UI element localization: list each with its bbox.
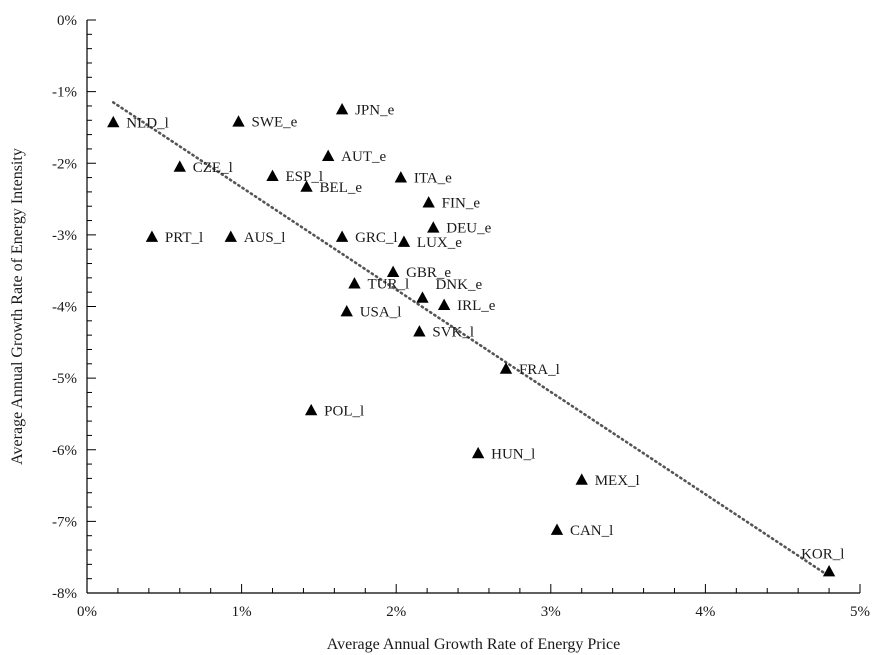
data-point-aut-e <box>322 149 335 161</box>
x-tick-label: 0% <box>77 604 97 620</box>
data-point-usa-l <box>340 305 353 317</box>
x-tick-label: 2% <box>386 604 406 620</box>
axes: 0%-1%-2%-3%-4%-5%-6%-7%-8%0% 1% 2% 3% 4% 5% <box>52 13 870 620</box>
x-tick-label: 4% <box>695 604 715 620</box>
y-axis-title: Average Annual Growth Rate of Energy Int… <box>9 148 26 465</box>
y-tick-label: -6% <box>52 443 77 459</box>
point-label-gbr-e: GBR_e <box>406 265 451 281</box>
data-point-can-l <box>550 523 564 535</box>
point-label-can-l: CAN_l <box>570 523 613 539</box>
data-point-fin-e <box>422 196 435 208</box>
point-label-deu-e: DEU_e <box>446 221 491 237</box>
data-point-nld-l <box>107 115 120 128</box>
point-label-svk-l: SVK_l <box>432 325 474 341</box>
data-point-esp-l <box>266 169 279 182</box>
data-point-lux-e <box>397 235 411 247</box>
x-tick-label: 5% <box>850 604 870 620</box>
point-label-jpn-e: JPN_e <box>355 103 395 119</box>
point-label-pol-l: POL_l <box>324 403 364 419</box>
data-point-aus-l <box>224 230 237 242</box>
point-label-nld-l: NLD_l <box>126 115 169 131</box>
data-point-irl-e <box>437 298 451 310</box>
point-label-irl-e: IRL_e <box>457 298 496 314</box>
point-label-fin-e: FIN_e <box>442 196 481 212</box>
y-tick-label: -8% <box>52 586 77 602</box>
data-point-svk-l <box>413 325 426 337</box>
y-tick-label: -3% <box>52 228 77 244</box>
data-point-deu-e <box>427 221 440 233</box>
data-point-prt-l <box>145 230 159 242</box>
trendline <box>111 101 829 577</box>
data-point-mex-l <box>575 473 588 485</box>
point-label-swe-e: SWE_e <box>252 115 298 131</box>
data-point-tur-l <box>348 277 361 289</box>
point-label-prt-l: PRT_l <box>165 230 203 246</box>
y-tick-label: -7% <box>52 514 77 530</box>
data-points: NLD_l SWE_e JPN_e CZE_l ESP_l AUT_e ITA_e BEL_e… <box>107 103 844 577</box>
point-label-cze-l: CZE_l <box>193 160 233 176</box>
data-point-ita-e <box>394 171 408 183</box>
point-label-grc-l: GRC_l <box>355 230 398 246</box>
point-label-usa-l: USA_l <box>360 305 402 321</box>
point-label-bel-e: BEL_e <box>320 180 363 196</box>
y-tick-label: 0% <box>57 13 77 29</box>
data-point-fra-l <box>499 362 513 374</box>
data-point-grc-l <box>335 230 349 242</box>
data-point-dnk-e <box>416 291 429 303</box>
y-tick-label: -2% <box>52 156 77 172</box>
point-label-dnk-e: DNK_e <box>435 277 482 293</box>
data-point-hun-l <box>471 446 485 459</box>
point-label-esp-l: ESP_l <box>286 169 324 185</box>
trendline-group <box>111 101 829 577</box>
x-tick-label: 3% <box>541 604 561 620</box>
point-label-aus-l: AUS_l <box>244 230 286 246</box>
data-point-bel-e <box>300 180 313 192</box>
data-point-swe-e <box>232 115 245 127</box>
point-label-hun-l: HUN_l <box>491 446 535 462</box>
x-tick-label: 1% <box>232 604 252 620</box>
data-point-jpn-e <box>335 103 349 115</box>
point-label-fra-l: FRA_l <box>519 362 560 378</box>
y-tick-label: -5% <box>52 371 77 387</box>
data-point-kor-l <box>822 565 836 577</box>
data-point-cze-l <box>173 160 186 172</box>
point-label-mex-l: MEX_l <box>595 473 640 489</box>
point-label-aut-e: AUT_e <box>341 149 386 165</box>
y-tick-label: -4% <box>52 300 77 316</box>
data-point-gbr-e <box>386 265 400 277</box>
x-axis-title: Average Annual Growth Rate of Energy Pri… <box>327 636 621 653</box>
point-label-lux-e: LUX_e <box>417 235 462 251</box>
y-tick-label: -1% <box>52 85 77 101</box>
data-point-pol-l <box>304 403 318 416</box>
point-label-ita-e: ITA_e <box>414 171 452 187</box>
point-label-kor-l: KOR_l <box>801 547 844 563</box>
point-label-tur-l: TUR_l <box>367 277 409 293</box>
